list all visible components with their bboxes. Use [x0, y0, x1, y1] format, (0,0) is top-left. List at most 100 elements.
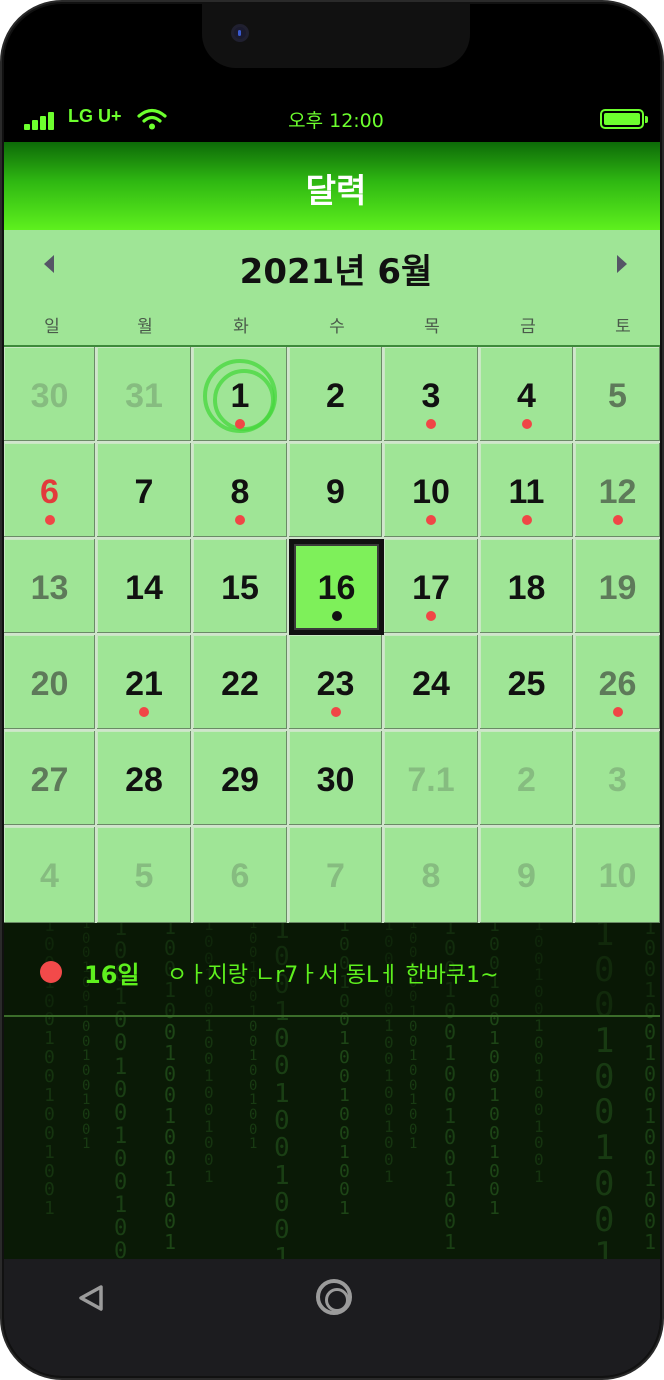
- day-cell[interactable]: 3: [575, 731, 660, 827]
- day-cell[interactable]: 6: [193, 827, 289, 925]
- event-dot-icon: [331, 611, 342, 621]
- day-cell[interactable]: 7.1: [384, 731, 480, 827]
- weekday-tue: 화: [233, 317, 249, 337]
- event-dot-icon: [521, 419, 532, 429]
- event-dot-icon: [426, 611, 436, 621]
- status-time: 오후 12:00: [288, 110, 384, 132]
- day-cell[interactable]: 4: [4, 827, 97, 925]
- day-cell[interactable]: 31: [97, 347, 193, 443]
- signal-icon: [24, 112, 60, 130]
- day-number: 7: [134, 473, 154, 511]
- day-cell[interactable]: 1: [193, 347, 289, 443]
- day-number: 6: [40, 473, 59, 511]
- day-cell[interactable]: 8: [193, 443, 289, 539]
- day-cell[interactable]: 3: [384, 347, 480, 443]
- day-number: 26: [598, 665, 637, 703]
- day-cell[interactable]: 30: [289, 731, 384, 827]
- day-cell[interactable]: 9: [480, 827, 575, 925]
- day-number: 10: [598, 857, 637, 895]
- event-dot-icon: [235, 515, 245, 525]
- day-cell[interactable]: 30: [4, 347, 97, 443]
- day-cell[interactable]: 16: [289, 539, 384, 635]
- today-ring: [203, 359, 277, 433]
- day-cell[interactable]: 5: [97, 827, 193, 925]
- weekday-thu: 목: [424, 317, 440, 337]
- day-number: 13: [30, 569, 69, 607]
- day-cell[interactable]: 13: [4, 539, 97, 635]
- day-cell[interactable]: 12: [575, 443, 660, 539]
- day-number: 1: [230, 377, 250, 415]
- day-number: 10: [412, 473, 450, 511]
- day-number: 8: [230, 473, 250, 511]
- event-date: 16일: [84, 961, 140, 989]
- day-cell[interactable]: 21: [97, 635, 193, 731]
- day-cell[interactable]: 2: [480, 731, 575, 827]
- day-number: 8: [421, 857, 441, 895]
- day-cell[interactable]: 18: [480, 539, 575, 635]
- status-bar: LG U+ 오후 12:00: [4, 94, 660, 142]
- day-number: 27: [30, 761, 69, 799]
- day-number: 9: [517, 857, 536, 895]
- day-cell[interactable]: 20: [4, 635, 97, 731]
- event-dot-icon: [235, 419, 245, 429]
- day-cell[interactable]: 25: [480, 635, 575, 731]
- day-number: 11: [508, 473, 545, 511]
- day-cell[interactable]: 19: [575, 539, 660, 635]
- day-cell[interactable]: 4: [480, 347, 575, 443]
- day-number: 16: [317, 569, 356, 607]
- day-number: 6: [230, 857, 250, 895]
- day-number: 15: [221, 569, 259, 607]
- app-title: 달력: [305, 171, 367, 210]
- event-dot-icon: [426, 419, 436, 429]
- day-cell[interactable]: 7: [289, 827, 384, 925]
- day-number: 24: [412, 665, 450, 703]
- event-dot-icon: [139, 707, 149, 717]
- event-title: ㅇㅏ지랑 ㄴr7ㅏ서 동Lㅔ 한바쿠1~: [167, 963, 499, 988]
- chevron-left-icon[interactable]: [44, 255, 54, 273]
- day-number: 30: [30, 377, 69, 415]
- app-title-bar: 달력: [4, 142, 660, 230]
- day-cell[interactable]: 8: [384, 827, 480, 925]
- home-circle-icon[interactable]: [316, 1279, 352, 1315]
- day-cell[interactable]: 17: [384, 539, 480, 635]
- day-cell[interactable]: 22: [193, 635, 289, 731]
- back-triangle-icon[interactable]: [74, 1281, 108, 1315]
- day-number: 2: [517, 761, 536, 799]
- day-cell[interactable]: 24: [384, 635, 480, 731]
- day-number: 30: [316, 761, 355, 799]
- day-cell[interactable]: 6: [4, 443, 97, 539]
- day-cell[interactable]: 11: [480, 443, 575, 539]
- weekday-mon: 월: [137, 317, 153, 337]
- day-number: 18: [507, 569, 546, 607]
- day-cell[interactable]: 10: [575, 827, 660, 925]
- day-number: 17: [412, 569, 450, 607]
- day-cell[interactable]: 7: [97, 443, 193, 539]
- wifi-icon: [137, 108, 167, 130]
- day-cell[interactable]: 23: [289, 635, 384, 731]
- chevron-right-icon[interactable]: [617, 255, 627, 273]
- day-number: 3: [608, 761, 627, 799]
- day-cell[interactable]: 5: [575, 347, 660, 443]
- calendar-header: 2021년 6월 일 월 화 수 목 금 토: [4, 230, 660, 345]
- day-cell[interactable]: 29: [193, 731, 289, 827]
- day-cell[interactable]: 27: [4, 731, 97, 827]
- event-dot-icon: [40, 961, 62, 983]
- day-cell[interactable]: 9: [289, 443, 384, 539]
- day-number: 22: [221, 665, 259, 703]
- day-cell[interactable]: 15: [193, 539, 289, 635]
- day-cell[interactable]: 28: [97, 731, 193, 827]
- day-number: 29: [221, 761, 259, 799]
- event-dot-icon: [330, 707, 341, 717]
- day-number: 31: [125, 377, 163, 415]
- day-cell[interactable]: 26: [575, 635, 660, 731]
- day-cell[interactable]: 14: [97, 539, 193, 635]
- event-item[interactable]: 16일 ㅇㅏ지랑 ㄴr7ㅏ서 동Lㅔ 한바쿠1~: [4, 923, 660, 1017]
- weekday-wed: 수: [329, 317, 345, 337]
- day-cell[interactable]: 2: [289, 347, 384, 443]
- day-cell[interactable]: 10: [384, 443, 480, 539]
- day-number: 28: [125, 761, 163, 799]
- screen: LG U+ 오후 12:00 달력 2021년 6월 일 월 화 수 목: [4, 4, 660, 1376]
- day-number: 4: [517, 377, 536, 415]
- event-dot-icon: [521, 515, 532, 525]
- month-title: 2021년 6월: [239, 252, 433, 292]
